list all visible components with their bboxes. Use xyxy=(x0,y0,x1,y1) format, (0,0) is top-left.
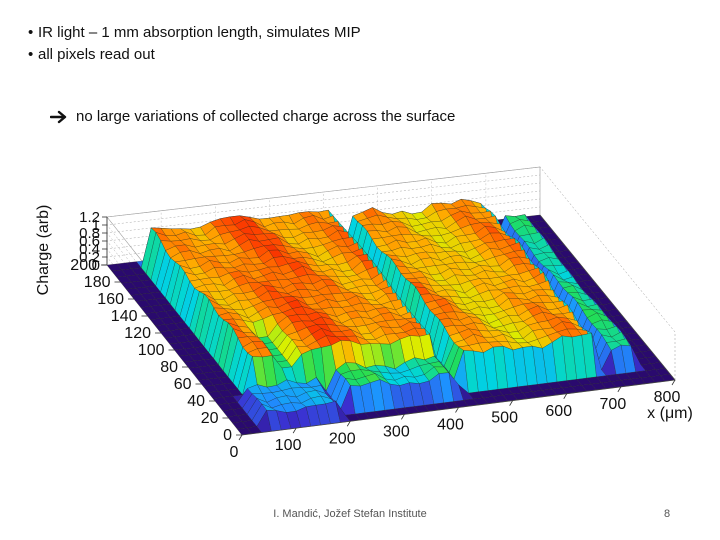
x-tick xyxy=(401,414,405,420)
bullet-dot: • xyxy=(28,46,34,63)
conclusion-line: no large variations of collected charge … xyxy=(50,108,455,125)
x-tick xyxy=(455,407,459,413)
bullet-item: • all pixels read out xyxy=(28,44,361,66)
z-axis-title: Charge (arb) xyxy=(35,205,52,296)
conclusion-text: no large variations of collected charge … xyxy=(76,108,456,125)
x-tick xyxy=(563,393,568,399)
x-tick-label: 700 xyxy=(600,396,627,413)
charge-surface-plot: 0 100 200 300 400 500 600 700 800020406080100120… xyxy=(35,166,693,460)
y-tick-label: 60 xyxy=(174,376,192,393)
y-tick-label: 80 xyxy=(160,359,178,376)
y-tick-label: 180 xyxy=(84,274,111,291)
x-tick-label: 400 xyxy=(437,417,464,434)
y-tick-label: 40 xyxy=(187,393,205,410)
z-tick-label: 0.8 xyxy=(79,225,100,242)
y-tick-label: 20 xyxy=(201,410,219,427)
x-tick-label: 500 xyxy=(491,410,518,427)
x-tick-label: 0 xyxy=(230,444,239,460)
z-tick-label: 0.4 xyxy=(79,241,100,258)
bullet-list: • IR light – 1 mm absorption length, sim… xyxy=(28,22,361,66)
y-tick-label: 140 xyxy=(111,308,138,325)
z-tick-label: 0 xyxy=(92,257,100,274)
x-tick-label: 100 xyxy=(275,437,302,454)
y-tick-label: 120 xyxy=(124,325,151,342)
z-tick-label: 1 xyxy=(92,217,100,234)
x-tick-label: 300 xyxy=(383,423,410,440)
bullet-text: IR light – 1 mm absorption length, simul… xyxy=(38,24,361,41)
x-tick-label: 800 xyxy=(654,389,681,406)
x-tick-label: 200 xyxy=(329,430,356,447)
footer-credit: I. Mandić, Jožef Stefan Institute xyxy=(273,508,427,520)
z-tick-label: 1.2 xyxy=(79,209,100,226)
z-tick-label: 0.6 xyxy=(79,233,100,250)
y-tick-label: 200 xyxy=(70,257,97,274)
axis-ticks: 0 100 200 300 400 500 600 700 800020406080100120… xyxy=(70,209,680,460)
x-axis-title: x (μm) xyxy=(647,405,693,422)
surface xyxy=(106,198,676,436)
bullet-dot: • xyxy=(28,24,34,41)
y-tick-label: 100 xyxy=(138,342,165,359)
page-number: 8 xyxy=(664,508,671,520)
arrow-right-icon xyxy=(50,110,67,123)
z-tick-label: 0.2 xyxy=(79,249,100,266)
y-tick-label: 0 xyxy=(223,427,232,444)
x-tick xyxy=(671,379,676,386)
x-tick xyxy=(346,421,351,427)
x-tick xyxy=(292,427,297,434)
x-tick-label: 600 xyxy=(545,403,572,420)
bullet-item: • IR light – 1 mm absorption length, sim… xyxy=(28,22,361,44)
x-tick xyxy=(238,434,243,441)
x-tick xyxy=(509,400,513,406)
bullet-text: all pixels read out xyxy=(38,46,155,63)
x-tick xyxy=(617,386,622,393)
frame-edge xyxy=(539,166,676,380)
y-tick-label: 160 xyxy=(97,291,124,308)
